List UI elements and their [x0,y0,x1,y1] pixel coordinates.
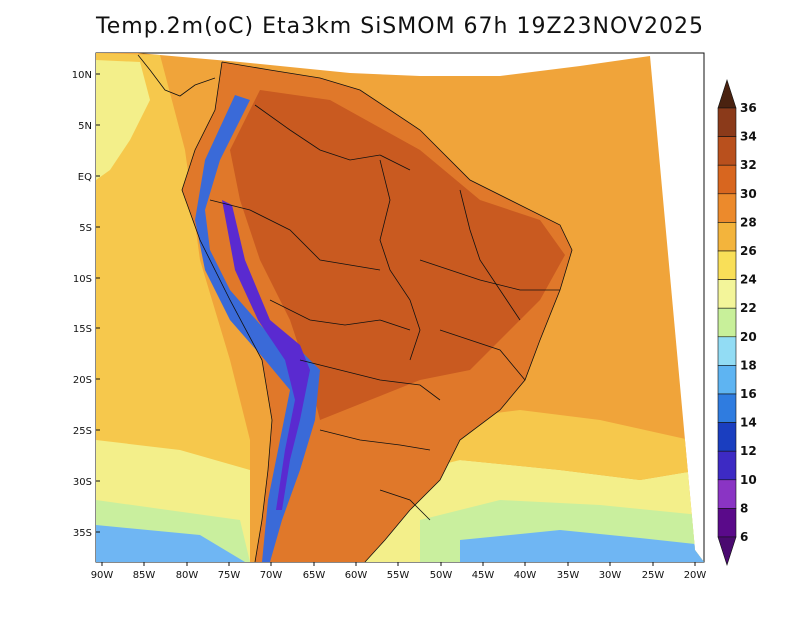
lat-label: 10N [72,70,92,81]
colorbar-label: 24 [740,273,757,287]
colorbar-swatch [717,479,737,509]
colorbar-label: 34 [740,130,757,144]
lat-label: 5N [78,121,92,132]
colorbar-label: 12 [740,444,757,458]
colorbar-bottom-arrow [717,536,737,566]
country-borders [137,54,573,563]
colorbar-label: 36 [740,101,757,115]
lon-label: 75W [218,570,241,581]
colorbar-swatch [717,336,737,366]
lon-label: 25W [642,570,665,581]
lat-label: 30S [73,477,92,488]
map-title: Temp.2m(oC) Eta3km SiSMOM 67h 19Z23NOV20… [96,14,704,39]
lat-label: 35S [73,528,92,539]
colorbar-label: 16 [740,387,757,401]
colorbar-swatch [717,393,737,423]
lon-label: 65W [303,570,326,581]
latitude-axis: 10N 5N EQ 5S 10S 15S 20S 25S 30S 35S [72,70,100,539]
colorbar-label: 8 [740,501,748,515]
lon-label: 90W [91,570,114,581]
temperature-field [96,53,704,562]
lon-label: 35W [557,570,580,581]
colorbar: 36 34 32 30 28 26 24 22 20 18 16 14 12 10 8 6 [717,79,757,566]
colorbar-swatch [717,222,737,252]
lon-label: 30W [599,570,622,581]
colorbar-label: 20 [740,330,757,344]
interior-hot-fill [230,90,565,420]
lon-label: 60W [345,570,368,581]
lat-label: 20S [73,375,92,386]
lon-label: 40W [514,570,537,581]
colorbar-swatch [717,422,737,452]
colorbar-label: 32 [740,158,757,172]
colorbar-swatch [717,365,737,395]
colorbar-label: 6 [740,530,748,544]
colorbar-swatch [717,250,737,280]
lat-label: EQ [78,172,92,183]
lon-label: 80W [176,570,199,581]
lon-label: 50W [430,570,453,581]
pacific-cool-fill [96,60,150,180]
colorbar-swatch [717,307,737,338]
colorbar-label: 26 [740,244,757,258]
colorbar-swatch [717,450,737,481]
colorbar-label: 30 [740,187,757,201]
colorbar-label: 18 [740,358,757,372]
atlantic-mild-south-fill [420,410,700,480]
colorbar-label: 10 [740,473,757,487]
colorbar-swatch [717,193,737,223]
andes-coldest-fill [222,200,310,510]
longitude-axis: 90W 85W 80W 75W 70W 65W 60W 55W 50W 45W … [91,562,707,581]
lon-label: 55W [387,570,410,581]
colorbar-swatch [717,279,737,309]
lon-label: 20W [684,570,707,581]
colorbar-label: 22 [740,301,757,315]
colorbar-swatch [717,107,737,137]
lat-label: 5S [79,223,92,234]
colorbar-top-arrow [717,79,737,109]
lon-label: 70W [260,570,283,581]
ocean-coldest-pacific-fill [96,525,245,562]
pacific-mild-fill [96,53,250,520]
colorbar-label: 28 [740,215,757,229]
colorbar-swatch [717,164,737,195]
lon-label: 45W [472,570,495,581]
colorbar-label: 14 [740,416,757,430]
lat-label: 10S [73,274,92,285]
ocean-coldest-atlantic-fill [460,530,704,562]
lon-label: 85W [133,570,156,581]
lat-label: 15S [73,324,92,335]
colorbar-swatch [717,508,737,538]
lat-label: 25S [73,426,92,437]
colorbar-swatch [717,136,737,166]
